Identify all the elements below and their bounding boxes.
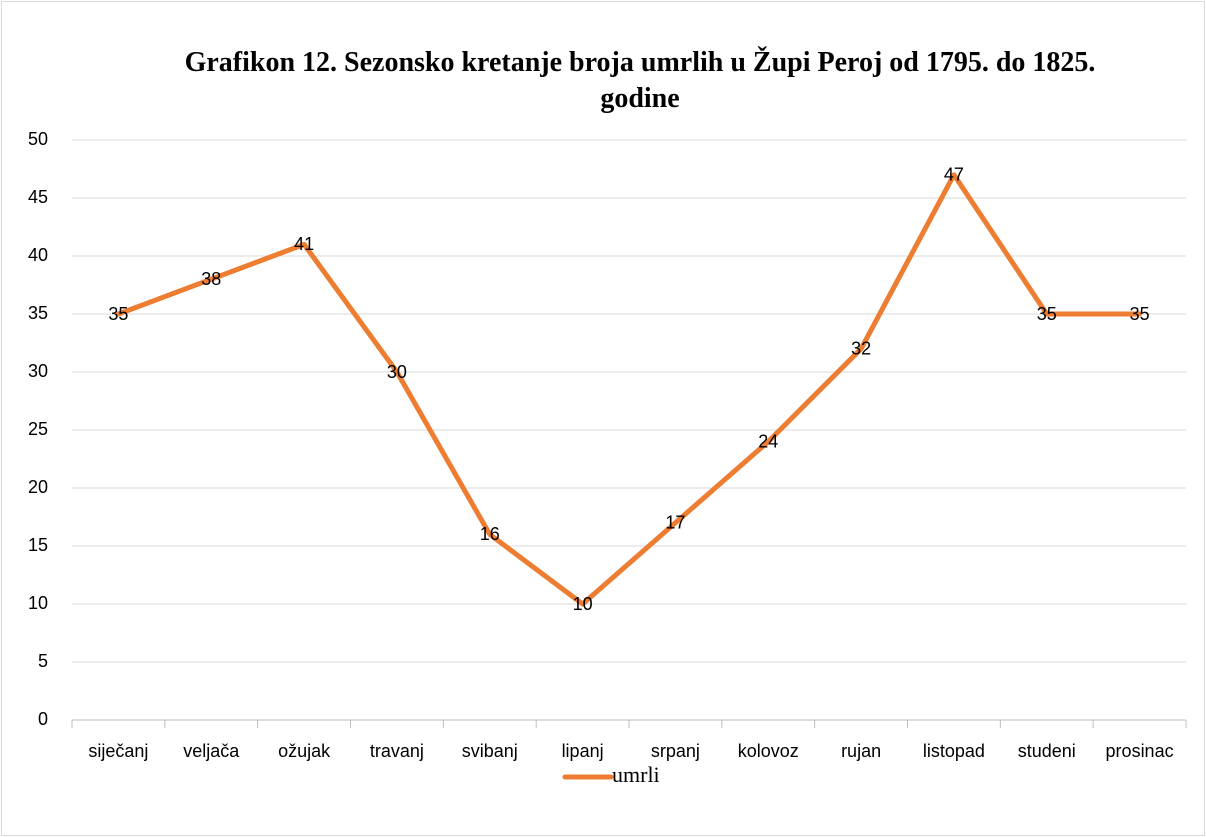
data-label: 35 bbox=[1130, 304, 1150, 324]
y-tick-label: 10 bbox=[28, 593, 48, 613]
data-label: 32 bbox=[851, 339, 871, 359]
y-tick-label: 40 bbox=[28, 245, 48, 265]
x-tick-label: siječanj bbox=[88, 741, 148, 761]
y-tick-label: 20 bbox=[28, 477, 48, 497]
data-label: 30 bbox=[387, 362, 407, 382]
x-tick-label: kolovoz bbox=[738, 741, 799, 761]
x-tick-label: veljača bbox=[183, 741, 240, 761]
data-label: 24 bbox=[758, 431, 778, 451]
data-label: 16 bbox=[480, 524, 500, 544]
x-tick-label: rujan bbox=[841, 741, 881, 761]
y-tick-label: 35 bbox=[28, 303, 48, 323]
y-tick-label: 0 bbox=[38, 709, 48, 729]
data-label: 17 bbox=[665, 513, 685, 533]
x-tick-label: studeni bbox=[1018, 741, 1076, 761]
x-tick-label: svibanj bbox=[462, 741, 518, 761]
y-tick-label: 15 bbox=[28, 535, 48, 555]
y-tick-label: 50 bbox=[28, 129, 48, 149]
data-line bbox=[115, 172, 1143, 607]
x-tick-label: travanj bbox=[370, 741, 424, 761]
x-tick-label: lipanj bbox=[562, 741, 604, 761]
chart-title: Grafikon 12. Sezonsko kretanje broja umr… bbox=[184, 47, 1096, 114]
data-label: 10 bbox=[573, 594, 593, 614]
x-tick-label: listopad bbox=[923, 741, 985, 761]
data-label: 35 bbox=[1037, 304, 1057, 324]
data-label: 38 bbox=[201, 269, 221, 289]
legend-label: umrli bbox=[612, 762, 660, 787]
x-tick-label: ožujak bbox=[278, 741, 331, 761]
y-tick-label: 45 bbox=[28, 187, 48, 207]
y-tick-label: 5 bbox=[38, 651, 48, 671]
x-tick-label: srpanj bbox=[651, 741, 700, 761]
x-tick-label: prosinac bbox=[1106, 741, 1174, 761]
y-tick-label: 30 bbox=[28, 361, 48, 381]
data-label: 35 bbox=[108, 304, 128, 324]
data-label: 47 bbox=[944, 165, 964, 185]
data-label: 41 bbox=[294, 234, 314, 254]
y-tick-label: 25 bbox=[28, 419, 48, 439]
